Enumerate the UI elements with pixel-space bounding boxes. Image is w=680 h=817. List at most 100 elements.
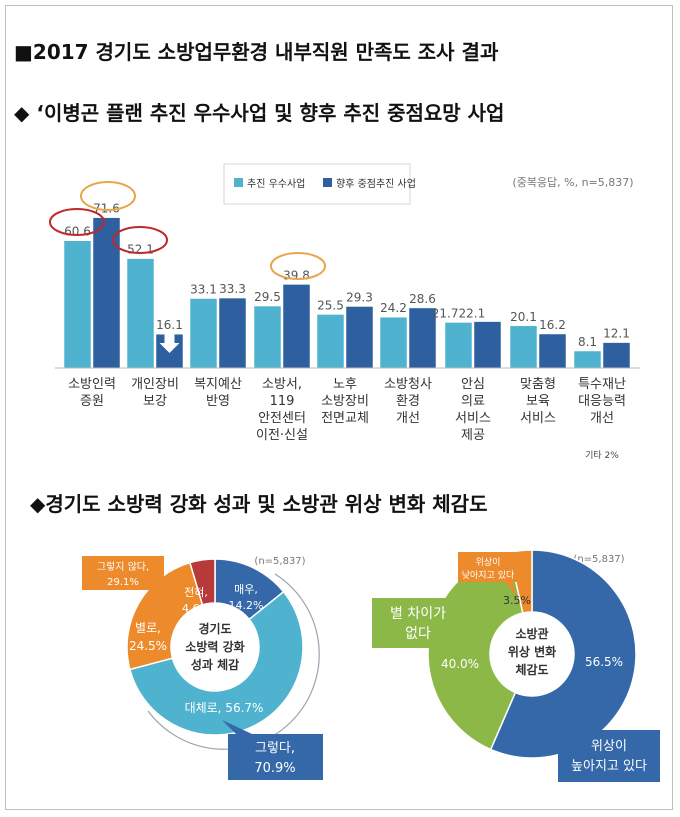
- pie1-center: [171, 603, 259, 691]
- pie2-center-label: 위상 변화: [508, 644, 556, 659]
- category-label: 의료: [461, 394, 485, 409]
- callout-same-label: 없다: [405, 626, 431, 642]
- legend-swatch: [234, 178, 243, 187]
- category-label: 안전센터: [258, 411, 306, 426]
- pie-section-title: ◆경기도 소방력 강화 성과 및 소방관 위상 변화 체감도: [30, 492, 488, 516]
- category-label: 개인장비: [131, 377, 179, 392]
- pie1-center-label: 소방력 강화: [185, 639, 244, 654]
- pie1-slice-label: 매우,: [234, 583, 258, 596]
- bar-dark: [602, 342, 631, 369]
- callout-high-label: 위상이: [591, 739, 627, 754]
- pie2-slice-value: 3.5%: [503, 594, 531, 607]
- bar-value-label: 21.722.1: [432, 306, 485, 320]
- bar-light: [316, 314, 345, 369]
- callout-no-box: [82, 556, 164, 590]
- category-label: 안심: [461, 377, 485, 392]
- bar-value-label: 25.5: [317, 298, 344, 312]
- callout-no-tail: [150, 590, 170, 604]
- pie1-slice-label: 대체로, 56.7%: [185, 701, 264, 715]
- chart-note: (중복응답, %, n=5,837): [512, 176, 633, 189]
- callout-same-tail: [440, 648, 460, 664]
- bar-light: [63, 240, 92, 369]
- category-label: 소방청사: [384, 377, 432, 392]
- category-label: 소방서,: [262, 377, 302, 392]
- category-label: 특수재난: [578, 377, 626, 392]
- chart-legend: 추진 우수사업 향후 중점추진 사업: [223, 163, 416, 205]
- category-label: 개선: [396, 411, 420, 426]
- bar-dark: [408, 307, 437, 369]
- pie1-note: (n=5,837): [254, 556, 305, 567]
- page-frame: [5, 5, 673, 810]
- pie2-center-label: 체감도: [515, 662, 548, 677]
- callout-low-label: 위상이: [476, 557, 501, 568]
- callout-yes-tail: [222, 720, 252, 734]
- bar-dark: [473, 321, 502, 369]
- bar-dark: [538, 333, 567, 369]
- bar-light: [253, 305, 282, 369]
- bar-light: [189, 298, 218, 369]
- bar-value-label: 33.1: [190, 282, 217, 296]
- down-arrow-icon: [159, 334, 180, 353]
- callout-same-label: 별 차이가: [390, 606, 446, 622]
- pie1-slice-value: 14.2%: [229, 599, 264, 612]
- category-label: 대응능력: [578, 394, 626, 409]
- callout-low-box: [458, 552, 518, 582]
- callout-low-label: 낮아지고 있다: [462, 569, 515, 581]
- callout-yes-label: 그렇다,: [255, 741, 295, 756]
- pie2-slice-value: 56.5%: [585, 655, 623, 669]
- bar-value-label: 29.5: [254, 290, 281, 304]
- highlight-circle: [80, 181, 136, 211]
- highlight-circle: [49, 208, 105, 236]
- callout-high-label: 높아지고 있다: [571, 759, 647, 774]
- category-label: 서비스: [455, 411, 491, 426]
- bar-dark: [345, 306, 374, 369]
- bar-light: [126, 258, 155, 369]
- category-label: 환경: [396, 394, 420, 409]
- bar-light: [573, 350, 602, 369]
- bar-value-label: 12.1: [603, 327, 630, 341]
- callout-high-box: [558, 730, 660, 782]
- legend-swatch: [323, 178, 332, 187]
- pie1-slice-label: 전혀,: [184, 586, 208, 599]
- category-label: 소방장비: [321, 394, 369, 409]
- category-label: 증원: [80, 394, 104, 409]
- chart-footnote: 기타 2%: [585, 450, 619, 461]
- pie1-slice-value: 24.5%: [129, 639, 167, 653]
- bar-value-label: 8.1: [578, 335, 597, 349]
- pie1-center-label: 성과 체감: [191, 657, 239, 672]
- bar-value-label: 24.2: [380, 301, 407, 315]
- category-label: 전면교체: [321, 411, 369, 426]
- highlight-circle: [270, 252, 326, 280]
- callout-low-tail: [505, 582, 518, 598]
- bar-section-title: ◆ ‘이병곤 플랜 추진 우수사업 및 향후 추진 중점요망 사업: [14, 101, 505, 125]
- bar-value-label: 71.6: [93, 202, 120, 216]
- bar-dark: [92, 217, 121, 369]
- bar-value-label: 16.1: [156, 318, 183, 332]
- category-label: 제공: [461, 428, 485, 443]
- bar-value-label: 29.3: [346, 290, 373, 304]
- pie1-donut: [126, 558, 304, 736]
- category-label: 119: [270, 394, 295, 409]
- pie1-center-label: 경기도: [198, 621, 231, 636]
- pie2-center: [490, 612, 574, 696]
- pie1-slice-label: 별로,: [135, 621, 161, 635]
- pie2-center-label: 소방관: [515, 626, 548, 641]
- category-label: 서비스: [520, 411, 556, 426]
- legend-label: 향후 중점추진 사업: [336, 177, 416, 190]
- callout-yes-value: 70.9%: [254, 761, 295, 776]
- callout-no-value: 29.1%: [107, 577, 139, 588]
- page-title: ■2017 경기도 소방업무환경 내부직원 만족도 조사 결과: [14, 40, 499, 64]
- highlight-circle: [112, 226, 168, 254]
- callout-yes-box: [228, 734, 323, 780]
- bar-light: [379, 316, 408, 369]
- callout-no-label: 그렇지 않다,: [97, 560, 149, 573]
- bar-light: [509, 325, 538, 369]
- legend-box: [223, 163, 411, 205]
- bar-dark: [282, 284, 311, 369]
- pie1-bracket-arc: [147, 573, 320, 750]
- bar-value-label: 16.2: [539, 318, 566, 332]
- bar-dark: [218, 297, 247, 369]
- pie1-slice-value: 4.6%: [182, 602, 210, 615]
- bar-value-label: 20.1: [510, 310, 537, 324]
